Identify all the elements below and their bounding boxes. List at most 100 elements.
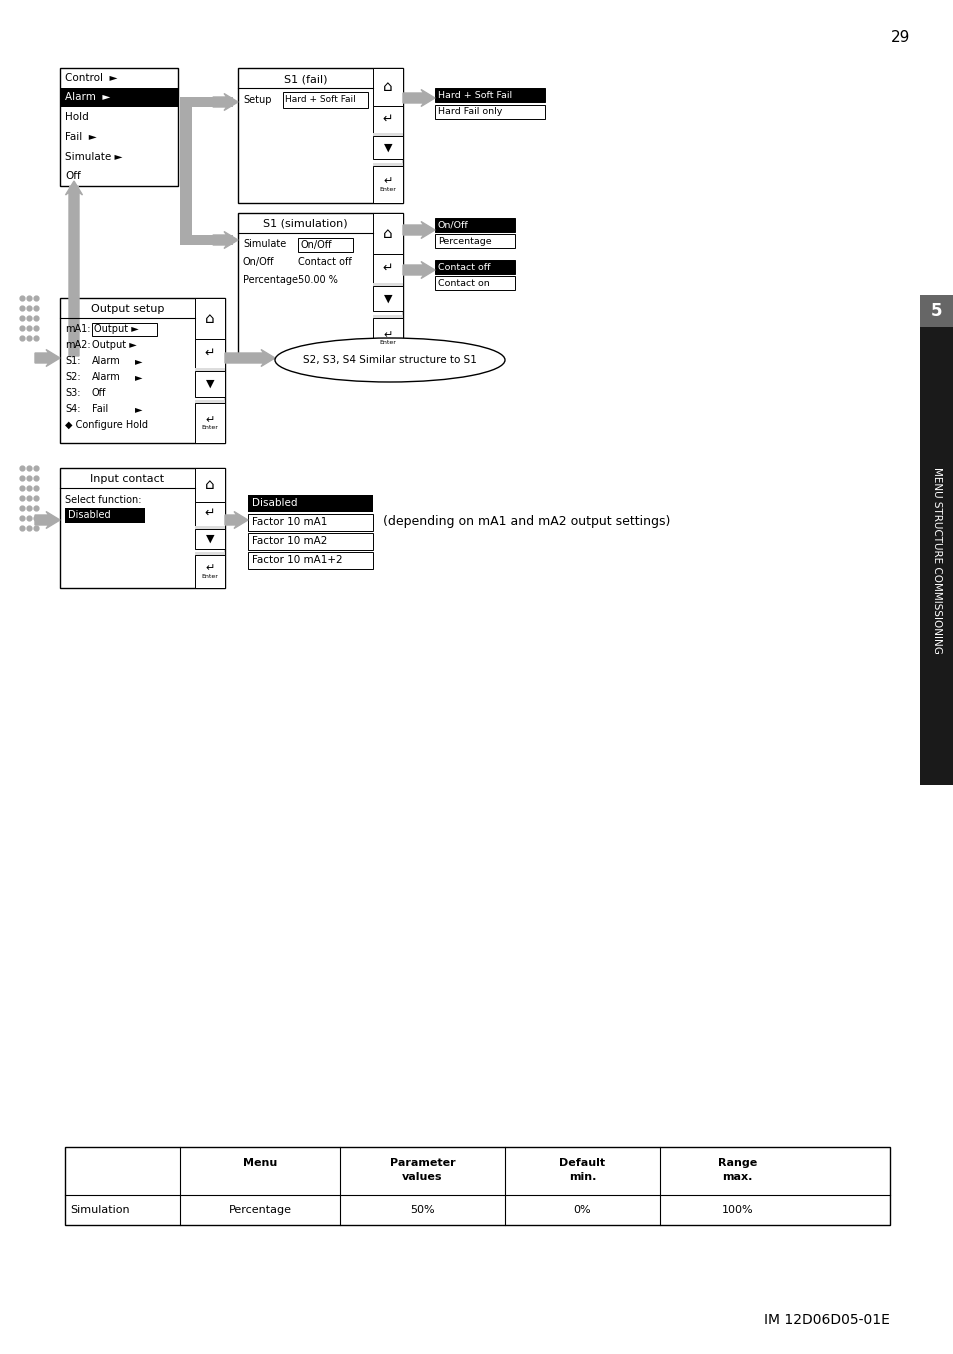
Text: min.: min. <box>568 1173 596 1182</box>
Bar <box>194 367 225 371</box>
Text: ↵: ↵ <box>205 563 214 574</box>
Text: ↵: ↵ <box>205 414 214 425</box>
Text: Simulate: Simulate <box>243 240 286 249</box>
Text: IM 12D06D05-01E: IM 12D06D05-01E <box>763 1313 889 1327</box>
Text: S1 (fail): S1 (fail) <box>283 74 327 84</box>
Text: Factor 10 mA1+2: Factor 10 mA1+2 <box>252 555 342 565</box>
Text: ►: ► <box>135 372 142 382</box>
FancyArrow shape <box>213 232 237 249</box>
Text: Contact off: Contact off <box>297 257 352 267</box>
Bar <box>248 496 373 512</box>
Text: Percentage: Percentage <box>229 1205 292 1215</box>
Bar <box>373 314 402 317</box>
Bar <box>373 106 402 133</box>
Text: ►: ► <box>135 356 142 366</box>
Bar <box>435 234 515 248</box>
Text: 50.00 %: 50.00 % <box>297 275 337 284</box>
Bar <box>69 185 79 356</box>
Bar <box>373 165 402 203</box>
Text: Parameter: Parameter <box>389 1158 455 1169</box>
Text: S2, S3, S4 Similar structure to S1: S2, S3, S4 Similar structure to S1 <box>303 355 476 366</box>
Text: S3:: S3: <box>65 389 80 398</box>
Bar <box>180 236 233 245</box>
Text: Contact on: Contact on <box>437 279 489 287</box>
Text: Default: Default <box>558 1158 605 1169</box>
Text: S1 (simulation): S1 (simulation) <box>263 219 348 229</box>
Text: ⌂: ⌂ <box>383 226 393 241</box>
Bar <box>373 68 402 106</box>
Text: Setup: Setup <box>243 95 272 106</box>
Bar <box>373 253 402 283</box>
Bar <box>180 97 192 242</box>
Text: Percentage: Percentage <box>437 237 491 245</box>
Bar <box>435 88 544 102</box>
FancyArrow shape <box>402 222 435 238</box>
Bar <box>919 295 953 328</box>
Text: Output ►: Output ► <box>94 324 138 334</box>
Text: Disabled: Disabled <box>252 498 297 508</box>
Bar <box>194 552 225 555</box>
Text: Alarm  ►: Alarm ► <box>65 92 111 103</box>
Text: Factor 10 mA1: Factor 10 mA1 <box>252 517 327 527</box>
Bar <box>237 68 402 203</box>
Text: ▼: ▼ <box>206 533 214 544</box>
Text: ⌂: ⌂ <box>205 311 214 326</box>
Text: (depending on mA1 and mA2 output settings): (depending on mA1 and mA2 output setting… <box>382 516 670 528</box>
Bar <box>60 88 178 107</box>
FancyArrow shape <box>35 512 60 528</box>
Text: ⌂: ⌂ <box>383 80 393 95</box>
Text: Range: Range <box>717 1158 757 1169</box>
Text: ⌂: ⌂ <box>205 478 214 493</box>
Bar <box>435 260 515 274</box>
Text: Off: Off <box>65 171 81 181</box>
Bar <box>194 402 225 443</box>
Text: Hard Fail only: Hard Fail only <box>437 107 502 116</box>
Text: Control  ►: Control ► <box>65 73 117 83</box>
Bar <box>194 338 225 367</box>
Text: Simulation: Simulation <box>70 1205 130 1215</box>
FancyArrow shape <box>402 89 435 107</box>
FancyArrow shape <box>35 349 60 367</box>
Text: ↵: ↵ <box>383 330 393 340</box>
Bar <box>194 555 225 588</box>
Bar <box>283 92 368 108</box>
Text: ↵: ↵ <box>382 261 393 275</box>
Text: Enter: Enter <box>379 340 396 345</box>
Bar <box>373 286 402 311</box>
Text: Disabled: Disabled <box>68 510 111 520</box>
Text: ↵: ↵ <box>382 112 393 126</box>
Ellipse shape <box>274 338 504 382</box>
Bar <box>248 515 373 531</box>
Text: ▼: ▼ <box>383 142 392 153</box>
Text: Hold: Hold <box>65 112 89 122</box>
Bar <box>373 213 402 253</box>
Bar <box>60 68 178 185</box>
Text: Alarm: Alarm <box>91 356 121 366</box>
Text: Output setup: Output setup <box>91 305 164 314</box>
Text: S4:: S4: <box>65 403 80 414</box>
Text: Simulate ►: Simulate ► <box>65 152 122 161</box>
Text: 5: 5 <box>930 302 942 320</box>
Bar <box>373 317 402 357</box>
Text: ▼: ▼ <box>206 379 214 389</box>
Text: Enter: Enter <box>379 187 396 192</box>
Text: On/Off: On/Off <box>243 257 274 267</box>
Bar <box>65 1147 889 1225</box>
Text: max.: max. <box>721 1173 752 1182</box>
Text: ►: ► <box>135 403 142 414</box>
Text: S2:: S2: <box>65 372 81 382</box>
Text: 100%: 100% <box>720 1205 753 1215</box>
Text: Alarm: Alarm <box>91 372 121 382</box>
Text: On/Off: On/Off <box>437 221 468 229</box>
Bar <box>435 218 515 232</box>
Text: Contact off: Contact off <box>437 263 490 272</box>
Text: ↵: ↵ <box>205 508 215 520</box>
Text: 50%: 50% <box>410 1205 435 1215</box>
Text: Percentage: Percentage <box>243 275 297 284</box>
Text: Fail  ►: Fail ► <box>65 131 96 142</box>
Text: Output ►: Output ► <box>91 340 136 349</box>
Text: Enter: Enter <box>201 425 218 431</box>
Bar <box>373 133 402 135</box>
Bar <box>194 528 225 548</box>
Bar <box>194 501 225 525</box>
